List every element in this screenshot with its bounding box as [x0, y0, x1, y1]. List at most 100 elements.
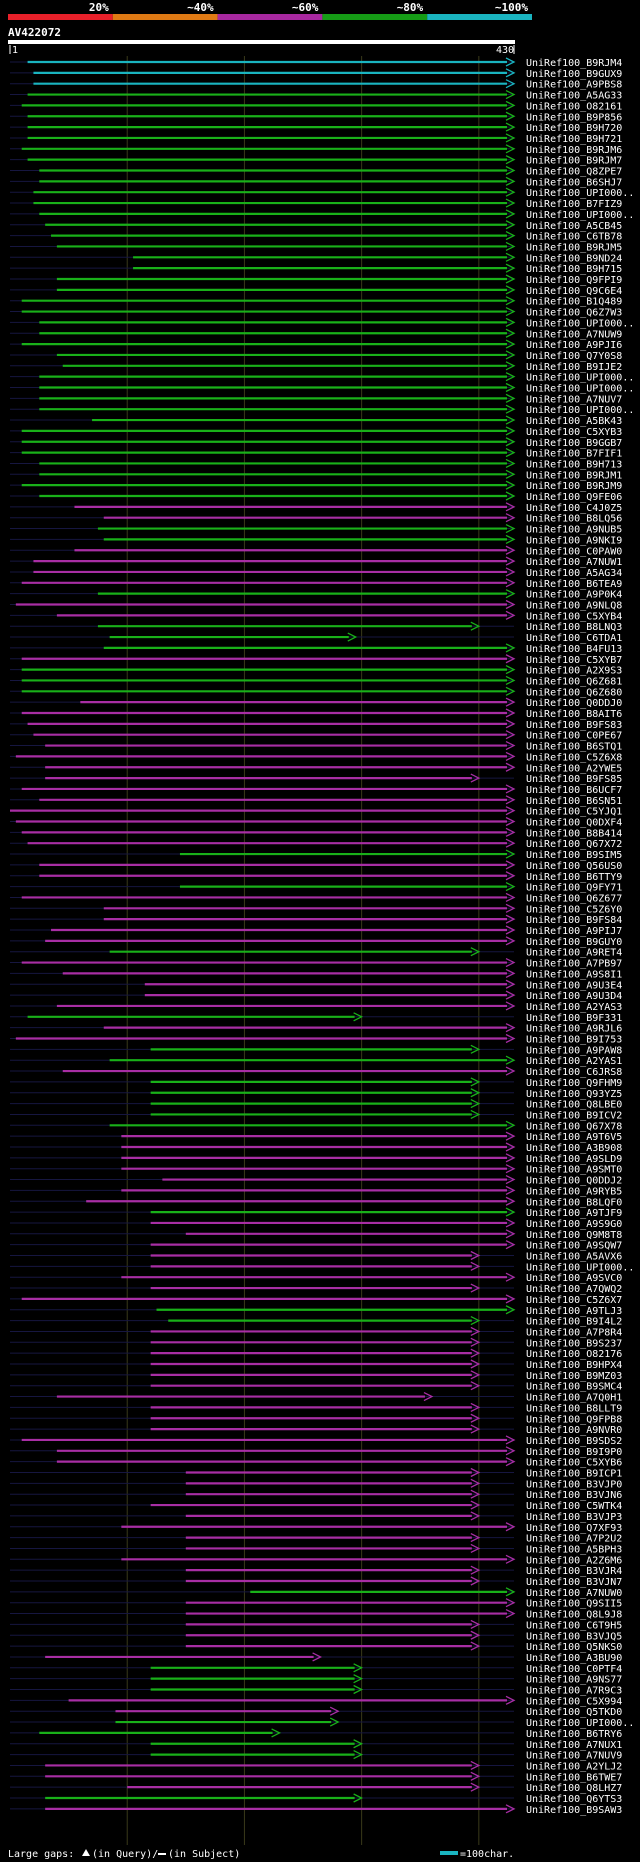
hit-label[interactable]: UniRef100_C6JRS8 [526, 1067, 622, 1078]
hit-label[interactable]: UniRef100_B8LQ56 [526, 514, 622, 525]
hit-label[interactable]: UniRef100_A9RJL6 [526, 1024, 622, 1035]
hit-label[interactable]: UniRef100_B9ICP1 [526, 1469, 622, 1480]
hit-label[interactable]: UniRef100_B8B414 [526, 828, 622, 839]
hit-row[interactable]: UniRef100_B9SDS2 [10, 1435, 622, 1447]
hit-label[interactable]: UniRef100_Q6Z680 [526, 687, 622, 698]
hit-row[interactable]: UniRef100_A7P8R4 [10, 1326, 622, 1338]
hit-row[interactable]: UniRef100_O82176 [10, 1348, 622, 1360]
hit-row[interactable]: UniRef100_A9NVR0 [10, 1424, 622, 1436]
hit-row[interactable]: UniRef100_UPI000.. [10, 187, 634, 199]
hit-row[interactable]: UniRef100_Q9FPI9 [10, 274, 622, 286]
hit-label[interactable]: UniRef100_B9F331 [526, 1013, 622, 1024]
hit-label[interactable]: UniRef100_Q0DXF4 [526, 818, 622, 829]
hit-row[interactable]: UniRef100_B8AIT6 [10, 708, 622, 720]
hit-row[interactable]: UniRef100_B6SN51 [10, 795, 622, 807]
hit-label[interactable]: UniRef100_C6TDA1 [526, 633, 622, 644]
hit-label[interactable]: UniRef100_O82176 [526, 1349, 622, 1360]
hit-label[interactable]: UniRef100_Q6Z681 [526, 676, 622, 687]
hit-row[interactable]: UniRef100_C6TB78 [10, 231, 622, 243]
hit-label[interactable]: UniRef100_B9RJM6 [526, 145, 622, 156]
hit-label[interactable]: UniRef100_C6TB78 [526, 232, 622, 243]
hit-row[interactable]: UniRef100_B9RJM9 [10, 480, 622, 492]
hit-row[interactable]: UniRef100_B9H721 [10, 133, 622, 145]
hit-row[interactable]: UniRef100_B3VJN6 [10, 1489, 622, 1501]
hit-row[interactable]: UniRef100_A3B908 [10, 1142, 622, 1154]
hit-row[interactable]: UniRef100_A7P2U2 [10, 1533, 622, 1545]
hit-row[interactable]: UniRef100_Q6Z681 [10, 675, 622, 687]
hit-label[interactable]: UniRef100_B6UCF7 [526, 785, 622, 796]
hit-row[interactable]: UniRef100_A5AG34 [10, 567, 622, 579]
hit-label[interactable]: UniRef100_B6SHJ7 [526, 177, 622, 188]
hit-label[interactable]: UniRef100_A7NUX1 [526, 1740, 622, 1751]
hit-row[interactable]: UniRef100_B7FIZ9 [10, 198, 622, 210]
hit-row[interactable]: UniRef100_A7NUV9 [10, 1750, 622, 1762]
hit-row[interactable]: UniRef100_B9ICP1 [10, 1467, 622, 1480]
hit-row[interactable]: UniRef100_UPI000.. [10, 209, 634, 221]
hit-row[interactable]: UniRef100_B3VJN7 [10, 1576, 622, 1588]
hit-row[interactable]: UniRef100_C4J0Z5 [10, 502, 622, 514]
hit-row[interactable]: UniRef100_B7FIF1 [10, 448, 622, 460]
hit-row[interactable]: UniRef100_A9TLJ3 [10, 1305, 622, 1317]
hit-row[interactable]: UniRef100_A5BPH3 [10, 1543, 622, 1555]
hit-label[interactable]: UniRef100_C0PTF4 [526, 1664, 622, 1675]
hit-label[interactable]: UniRef100_C5X994 [526, 1696, 622, 1707]
hit-row[interactable]: UniRef100_A7Q0H1 [10, 1391, 622, 1404]
hit-label[interactable]: UniRef100_A9S9G0 [526, 1219, 622, 1230]
hit-label[interactable]: UniRef100_A7NUV7 [526, 394, 622, 405]
hit-label[interactable]: UniRef100_A9NKI9 [526, 535, 622, 546]
hit-row[interactable]: UniRef100_A9U3E4 [10, 979, 622, 991]
hit-row[interactable]: UniRef100_B9MZ03 [10, 1370, 622, 1382]
hit-label[interactable]: UniRef100_A9P0K4 [526, 590, 622, 601]
hit-label[interactable]: UniRef100_Q9FPI9 [526, 275, 622, 286]
hit-label[interactable]: UniRef100_C5WTK4 [526, 1501, 622, 1512]
hit-label[interactable]: UniRef100_B9RJM7 [526, 156, 622, 167]
hit-row[interactable]: UniRef100_B3VJP0 [10, 1478, 622, 1490]
hit-row[interactable]: UniRef100_B9HPX4 [10, 1359, 622, 1371]
hit-label[interactable]: UniRef100_Q9FPB8 [526, 1414, 622, 1425]
hit-row[interactable]: UniRef100_Q8ZPE7 [10, 165, 622, 178]
hit-row[interactable]: UniRef100_B3VJP3 [10, 1511, 622, 1523]
hit-row[interactable]: UniRef100_C0PE67 [10, 730, 622, 742]
hit-row[interactable]: UniRef100_B9H720 [10, 122, 622, 134]
hit-label[interactable]: UniRef100_B6TRY6 [526, 1729, 622, 1740]
hit-label[interactable]: UniRef100_B9I753 [526, 1035, 622, 1046]
hit-row[interactable]: UniRef100_Q0DXF4 [10, 816, 622, 829]
hit-row[interactable]: UniRef100_Q8L9J8 [10, 1608, 622, 1621]
hit-row[interactable]: UniRef100_A9RJL6 [10, 1023, 622, 1035]
hit-row[interactable]: UniRef100_B9FS85 [10, 773, 622, 785]
hit-row[interactable]: UniRef100_B8LNQ3 [10, 621, 622, 633]
hit-label[interactable]: UniRef100_A9U3D4 [526, 991, 622, 1002]
hit-label[interactable]: UniRef100_A9SVC0 [526, 1273, 622, 1284]
hit-row[interactable]: UniRef100_B6STQ1 [10, 740, 622, 753]
hit-label[interactable]: UniRef100_B3VJP3 [526, 1512, 622, 1523]
hit-row[interactable]: UniRef100_A7QWQ2 [10, 1283, 622, 1295]
hit-label[interactable]: UniRef100_Q93YZ5 [526, 1089, 622, 1100]
hit-label[interactable]: UniRef100_A7Q0H1 [526, 1393, 622, 1404]
hit-row[interactable]: UniRef100_A5AG33 [10, 89, 622, 102]
hit-label[interactable]: UniRef100_A7NUW1 [526, 557, 622, 568]
hit-row[interactable]: UniRef100_A7NUW9 [10, 328, 622, 340]
hit-label[interactable]: UniRef100_B8AIT6 [526, 709, 622, 720]
hit-label[interactable]: UniRef100_B7FIF1 [526, 449, 622, 460]
hit-row[interactable]: UniRef100_B6SHJ7 [10, 176, 622, 188]
hit-label[interactable]: UniRef100_A7PB97 [526, 959, 622, 970]
hit-label[interactable]: UniRef100_B6SN51 [526, 796, 622, 807]
hit-label[interactable]: UniRef100_B9H720 [526, 123, 622, 134]
hit-label[interactable]: UniRef100_O82161 [526, 101, 622, 112]
hit-label[interactable]: UniRef100_UPI000.. [526, 405, 634, 416]
hit-row[interactable]: UniRef100_A7NUW1 [10, 556, 622, 568]
hit-label[interactable]: UniRef100_A9TJF9 [526, 1208, 622, 1219]
hit-label[interactable]: UniRef100_A7P2U2 [526, 1534, 622, 1545]
hit-row[interactable]: UniRef100_Q5NKS0 [10, 1641, 622, 1653]
hit-label[interactable]: UniRef100_A9U3E4 [526, 980, 622, 991]
hit-label[interactable]: UniRef100_A2X9S3 [526, 666, 622, 677]
hit-label[interactable]: UniRef100_UPI000.. [526, 318, 634, 329]
hit-row[interactable]: UniRef100_B6TWE7 [10, 1771, 622, 1783]
hit-label[interactable]: UniRef100_Q0DDJ0 [526, 698, 622, 709]
hit-label[interactable]: UniRef100_Q6YTS3 [526, 1794, 622, 1805]
hit-label[interactable]: UniRef100_C5XYB6 [526, 1458, 622, 1469]
hit-row[interactable]: UniRef100_A7NUV7 [10, 393, 622, 405]
hit-row[interactable]: UniRef100_B9RJM4 [10, 57, 622, 69]
hit-label[interactable]: UniRef100_B9FS85 [526, 774, 622, 785]
hit-label[interactable]: UniRef100_Q7Y0S8 [526, 351, 622, 362]
